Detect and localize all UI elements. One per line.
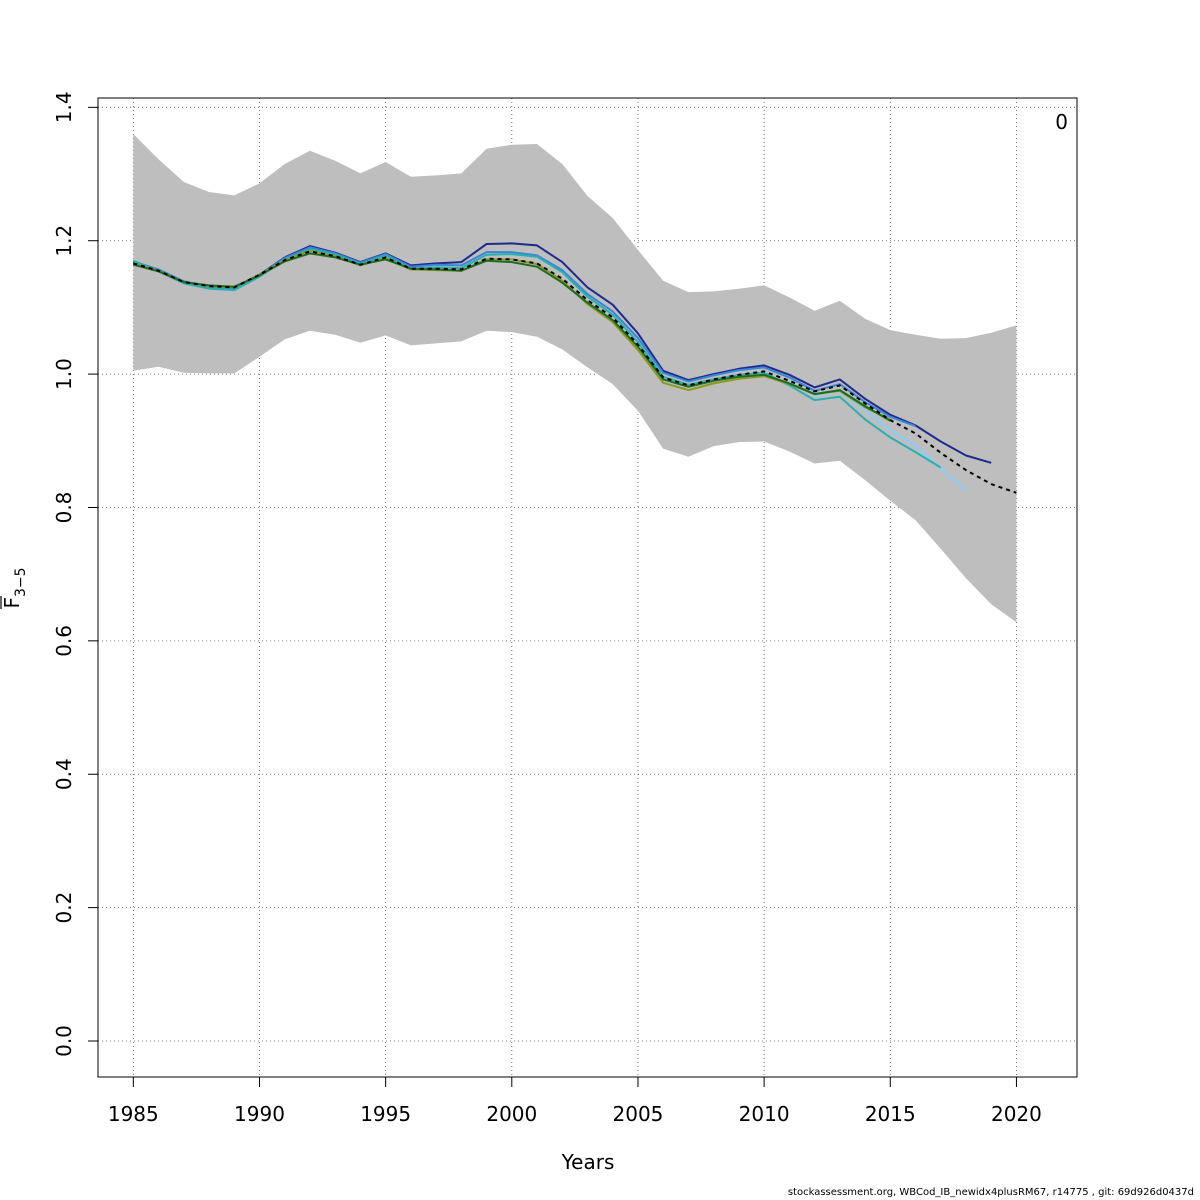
corner-label: 0: [1055, 110, 1068, 134]
y-axis-title-main: F: [0, 597, 24, 609]
footer-credit: stockassessment.org, WBCod_IB_newidx4plu…: [787, 1187, 1194, 1198]
confidence-band: [133, 134, 1017, 623]
x-axis-title: Years: [561, 1150, 615, 1174]
x-tick-label-2020: 2020: [991, 1102, 1042, 1126]
x-axis: 1985 1990 1995 2000 2005 2010 2015 2020: [108, 1076, 1042, 1126]
x-tick-label-2000: 2000: [486, 1102, 537, 1126]
y-tick-label-5: 1.0: [52, 358, 76, 390]
y-tick-label-0: 0.0: [52, 1025, 76, 1057]
x-tick-label-2005: 2005: [613, 1102, 664, 1126]
x-tick-label-2010: 2010: [739, 1102, 790, 1126]
y-tick-label-7: 1.4: [52, 91, 76, 123]
y-tick-label-6: 1.2: [52, 225, 76, 257]
y-tick-label-2: 0.4: [52, 758, 76, 790]
series-lines: [132, 242, 1017, 494]
y-axis-title: F3−5: [0, 567, 29, 609]
y-axis-title-sub: 3−5: [13, 567, 29, 597]
svg-text:F3−5: F3−5: [0, 567, 29, 608]
y-tick-label-3: 0.6: [52, 625, 76, 657]
x-tick-label-1995: 1995: [360, 1102, 411, 1126]
y-tick-label-1: 0.2: [52, 892, 76, 924]
y-tick-label-4: 0.8: [52, 492, 76, 524]
x-tick-label-2015: 2015: [865, 1102, 916, 1126]
y-axis: 0.0 0.2 0.4 0.6 0.8 1.0 1.2 1.4: [52, 91, 99, 1057]
ci-band-area: [133, 134, 1017, 623]
x-tick-label-1990: 1990: [234, 1102, 285, 1126]
series-line-6: [133, 252, 891, 422]
x-tick-label-1985: 1985: [108, 1102, 159, 1126]
